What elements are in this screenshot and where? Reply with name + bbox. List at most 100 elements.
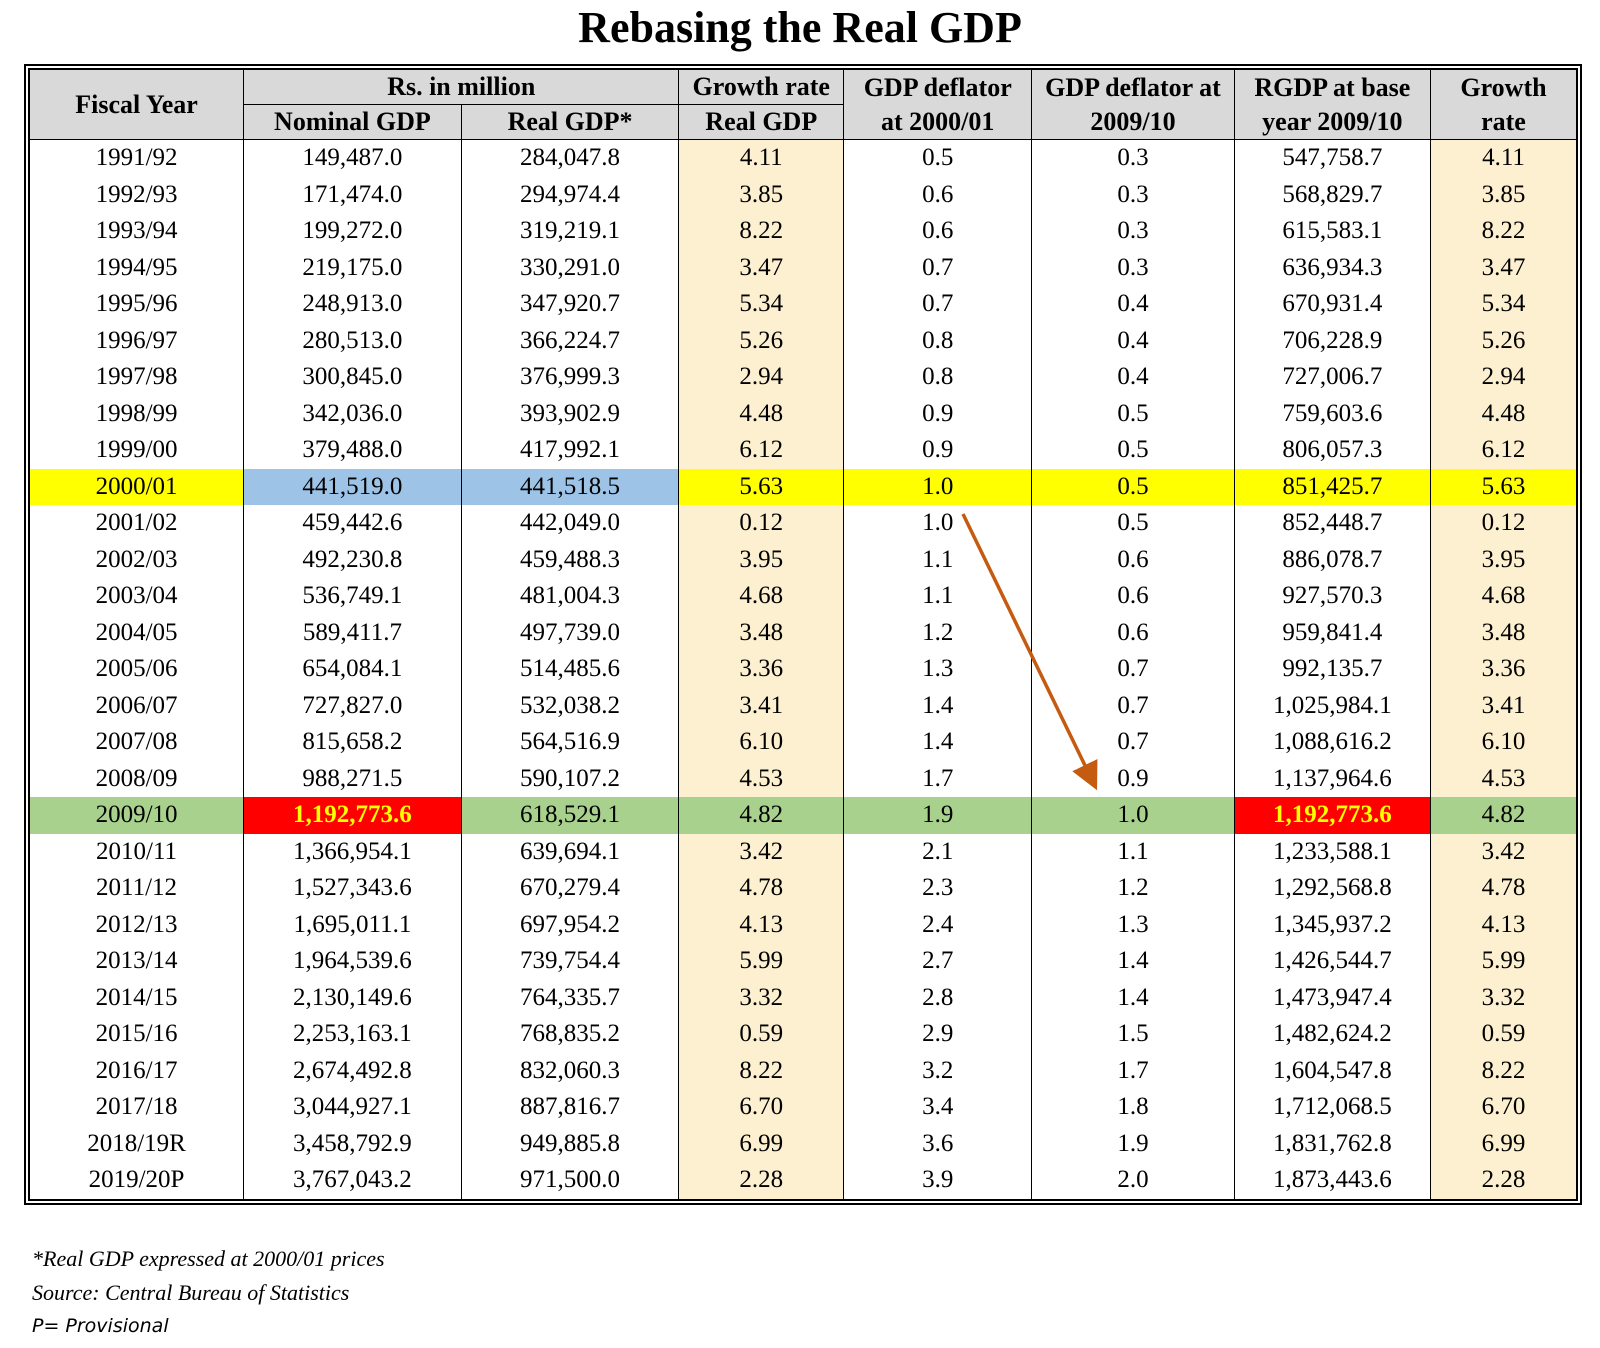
cell-deflator-2009: 0.4: [1031, 322, 1235, 359]
cell-fiscal-year: 2000/01: [28, 468, 245, 505]
cell-deflator-2000: 1.7: [843, 760, 1033, 797]
cell-real-gdp: 887,816.7: [460, 1089, 680, 1126]
cell-deflator-2009: 0.5: [1031, 505, 1235, 542]
cell-nominal-gdp: 727,827.0: [243, 687, 462, 724]
table-row: 2017/18 3,044,927.1 887,816.7 6.70 3.4 1.8 1,7…: [28, 1089, 1578, 1126]
cell-growth-rate-2: 3.32: [1429, 979, 1578, 1016]
table-row: 2010/11 1,366,954.1 639,694.1 3.42 2.1 1.1 1,2…: [28, 833, 1578, 870]
table-row: 2015/16 2,253,163.1 768,835.2 0.59 2.9 1.5 1,4…: [28, 1016, 1578, 1053]
cell-rgdp-2009: 547,758.7: [1233, 139, 1431, 177]
cell-rgdp-2009: 1,873,443.6: [1233, 1162, 1431, 1200]
page-title: Rebasing the Real GDP: [578, 3, 1022, 52]
cell-fiscal-year: 2017/18: [28, 1089, 245, 1126]
cell-real-gdp: 639,694.1: [460, 833, 680, 870]
table-row: 1993/94 199,272.0 319,219.1 8.22 0.6 0.3 615,5…: [28, 213, 1578, 250]
cell-nominal-gdp: 492,230.8: [243, 541, 462, 578]
cell-rgdp-2009: 1,712,068.5: [1233, 1089, 1431, 1126]
cell-real-gdp: 670,279.4: [460, 870, 680, 907]
cell-rgdp-2009: 615,583.1: [1233, 213, 1431, 250]
cell-real-gdp: 739,754.4: [460, 943, 680, 980]
cell-real-gdp: 441,518.5: [460, 468, 680, 505]
cell-growth-rate: 3.32: [678, 979, 845, 1016]
cell-deflator-2000: 2.7: [843, 943, 1033, 980]
cell-nominal-gdp: 1,695,011.1: [243, 906, 462, 943]
cell-real-gdp: 459,488.3: [460, 541, 680, 578]
cell-fiscal-year: 2004/05: [28, 614, 245, 651]
cell-growth-rate-2: 6.70: [1429, 1089, 1578, 1126]
cell-real-gdp: 481,004.3: [460, 578, 680, 615]
cell-nominal-gdp: 988,271.5: [243, 760, 462, 797]
cell-growth-rate-2: 8.22: [1429, 1052, 1578, 1089]
cell-deflator-2000: 0.6: [843, 213, 1033, 250]
cell-nominal-gdp: 589,411.7: [243, 614, 462, 651]
cell-deflator-2009: 0.7: [1031, 687, 1235, 724]
table-row: 2000/01 441,519.0 441,518.5 5.63 1.0 0.5 851,4…: [28, 468, 1578, 505]
header-nominal-gdp: Nominal GDP: [243, 104, 462, 140]
cell-growth-rate: 0.59: [678, 1016, 845, 1053]
cell-growth-rate: 2.94: [678, 359, 845, 396]
cell-real-gdp: 417,992.1: [460, 432, 680, 469]
cell-growth-rate-2: 4.68: [1429, 578, 1578, 615]
cell-deflator-2000: 0.7: [843, 286, 1033, 323]
table-row: 2004/05 589,411.7 497,739.0 3.48 1.2 0.6 959,8…: [28, 614, 1578, 651]
cell-growth-rate: 3.47: [678, 249, 845, 286]
gdp-table: Fiscal Year Rs. in million Growth rate G…: [28, 68, 1578, 1201]
cell-growth-rate: 8.22: [678, 213, 845, 250]
table-body: 1991/92 149,487.0 284,047.8 4.11 0.5 0.3 547,7…: [28, 139, 1578, 1200]
cell-deflator-2009: 0.6: [1031, 578, 1235, 615]
cell-deflator-2009: 0.3: [1031, 139, 1235, 177]
table-row: 2014/15 2,130,149.6 764,335.7 3.32 2.8 1.4 1,4…: [28, 979, 1578, 1016]
table-row: 2003/04 536,749.1 481,004.3 4.68 1.1 0.6 927,5…: [28, 578, 1578, 615]
cell-growth-rate: 6.70: [678, 1089, 845, 1126]
cell-fiscal-year: 2008/09: [28, 760, 245, 797]
cell-rgdp-2009: 1,233,588.1: [1233, 833, 1431, 870]
cell-fiscal-year: 1992/93: [28, 176, 245, 213]
cell-fiscal-year: 2003/04: [28, 578, 245, 615]
cell-deflator-2009: 0.9: [1031, 760, 1235, 797]
cell-rgdp-2009: 1,088,616.2: [1233, 724, 1431, 761]
cell-nominal-gdp: 3,767,043.2: [243, 1162, 462, 1200]
cell-fiscal-year: 2015/16: [28, 1016, 245, 1053]
table-row: 2019/20P 3,767,043.2 971,500.0 2.28 3.9 2.0 1,…: [28, 1162, 1578, 1200]
table-row: 2013/14 1,964,539.6 739,754.4 5.99 2.7 1.4 1,4…: [28, 943, 1578, 980]
table-row: 2005/06 654,084.1 514,485.6 3.36 1.3 0.7 992,1…: [28, 651, 1578, 688]
cell-growth-rate: 5.63: [678, 468, 845, 505]
cell-deflator-2000: 0.5: [843, 139, 1033, 177]
cell-growth-rate: 3.41: [678, 687, 845, 724]
header-deflator-2009: GDP deflator at 2009/10: [1031, 68, 1235, 140]
cell-nominal-gdp: 1,366,954.1: [243, 833, 462, 870]
cell-deflator-2000: 1.4: [843, 687, 1033, 724]
cell-fiscal-year: 1998/99: [28, 395, 245, 432]
cell-deflator-2000: 1.1: [843, 578, 1033, 615]
cell-deflator-2000: 0.8: [843, 359, 1033, 396]
cell-growth-rate-2: 5.99: [1429, 943, 1578, 980]
cell-real-gdp: 284,047.8: [460, 139, 680, 177]
cell-growth-rate: 5.99: [678, 943, 845, 980]
cell-nominal-gdp: 2,253,163.1: [243, 1016, 462, 1053]
cell-growth-rate: 6.10: [678, 724, 845, 761]
cell-rgdp-2009: 636,934.3: [1233, 249, 1431, 286]
cell-growth-rate-2: 3.85: [1429, 176, 1578, 213]
header-line: GDP deflator at: [1045, 72, 1221, 102]
cell-rgdp-2009: 852,448.7: [1233, 505, 1431, 542]
cell-growth-rate: 4.68: [678, 578, 845, 615]
cell-rgdp-2009: 1,831,762.8: [1233, 1125, 1431, 1162]
cell-rgdp-2009: 1,292,568.8: [1233, 870, 1431, 907]
cell-rgdp-2009: 568,829.7: [1233, 176, 1431, 213]
cell-growth-rate-2: 4.11: [1429, 139, 1578, 177]
cell-growth-rate: 3.36: [678, 651, 845, 688]
cell-rgdp-2009: 1,025,984.1: [1233, 687, 1431, 724]
cell-deflator-2009: 0.4: [1031, 359, 1235, 396]
cell-nominal-gdp: 536,749.1: [243, 578, 462, 615]
cell-growth-rate-2: 6.12: [1429, 432, 1578, 469]
cell-real-gdp: 319,219.1: [460, 213, 680, 250]
table-row: 2011/12 1,527,343.6 670,279.4 4.78 2.3 1.2 1,2…: [28, 870, 1578, 907]
cell-nominal-gdp: 149,487.0: [243, 139, 462, 177]
cell-real-gdp: 764,335.7: [460, 979, 680, 1016]
table-row: 1999/00 379,488.0 417,992.1 6.12 0.9 0.5 806,0…: [28, 432, 1578, 469]
cell-rgdp-2009: 706,228.9: [1233, 322, 1431, 359]
cell-growth-rate: 4.48: [678, 395, 845, 432]
cell-deflator-2009: 1.4: [1031, 979, 1235, 1016]
table-row: 1994/95 219,175.0 330,291.0 3.47 0.7 0.3 636,9…: [28, 249, 1578, 286]
cell-deflator-2009: 0.3: [1031, 249, 1235, 286]
